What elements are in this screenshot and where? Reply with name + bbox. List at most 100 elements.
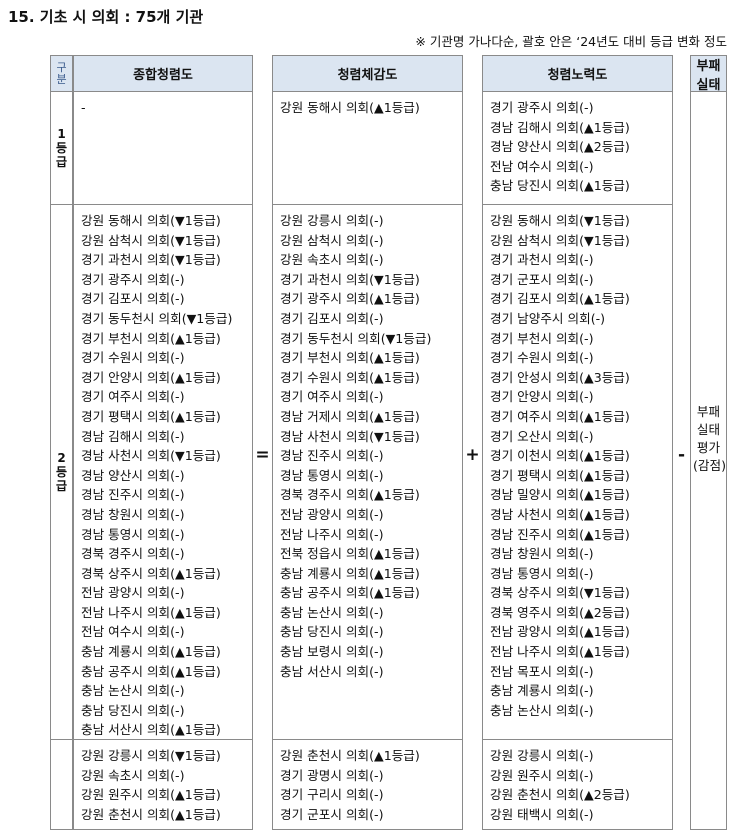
cell-item: 경기 김포시 의회(-) [81, 291, 185, 307]
cell-item: 충남 서산시 의회(-) [280, 663, 384, 679]
cell-item: 강원 삼척시 의회(▼1등급) [490, 232, 630, 248]
cell-item: 경기 부천시 의회(▲1등급) [81, 330, 221, 346]
cell-item: 경남 창원시 의회(-) [81, 506, 185, 522]
table-cell: 강원 동해시 의회(▼1등급) 강원 삼척시 의회(▼1등급) 경기 과천시 의회(… [482, 205, 673, 740]
cell-item: 충남 공주시 의회(▲1등급) [280, 585, 420, 601]
cell-item: 경기 김포시 의회(-) [280, 310, 384, 326]
cell-item: 경기 광명시 의회(-) [280, 767, 384, 783]
table-cell: 강원 강릉시 의회(-) 강원 삼척시 의회(-) 강원 속초시 의회(-) 경기 과… [272, 205, 463, 740]
cell-item: 전남 광양시 의회(-) [81, 585, 185, 601]
cell-item: 강원 동해시 의회(▼1등급) [490, 213, 630, 228]
cell-item: 경기 광주시 의회(▲1등급) [280, 291, 420, 307]
cell-item: 충남 논산시 의회(-) [81, 683, 185, 699]
column-header: 구분 [50, 55, 73, 92]
column-header: 청렴노력도 [482, 55, 673, 92]
cell-item: 강원 강릉시 의회(-) [490, 748, 594, 763]
cell-item: 강원 동해시 의회(▼1등급) [81, 213, 221, 228]
cell-item: 강원 삼척시 의회(▼1등급) [81, 232, 221, 248]
cell-item: 경남 통영시 의회(-) [280, 467, 384, 483]
cell-item: 경기 수원시 의회(▲1등급) [280, 369, 420, 385]
cell-item: 경기 군포시 의회(-) [280, 806, 384, 822]
cell-item: 경남 진주시 의회(▲1등급) [490, 526, 630, 542]
cell-item: 경남 양산시 의회(▲2등급) [490, 139, 630, 155]
cell-item: 경기 동두천시 의회(▼1등급) [280, 330, 432, 346]
cell-item: 경남 진주시 의회(-) [280, 448, 384, 464]
cell-item: 전북 정읍시 의회(▲1등급) [280, 546, 420, 562]
cell-item: 전남 나주시 의회(▲1등급) [81, 604, 221, 620]
cell-item: 경북 경주시 의회(▲1등급) [280, 487, 420, 503]
grade-cell [50, 740, 73, 830]
grade-label: 1등급 [55, 127, 68, 169]
cell-item: 전남 여수시 의회(-) [81, 624, 185, 640]
page: {"header": {"title": "15. 기초 시 의회 : 75개 … [8, 8, 727, 830]
cell-item: 강원 강릉시 의회(▼1등급) [81, 748, 221, 763]
cell-item: 전남 나주시 의회(▲1등급) [490, 644, 630, 660]
operator: - [677, 444, 686, 465]
corruption-column: 부패 실태 평가 (감점) [690, 92, 727, 830]
cell-item: 강원 춘천시 의회(▲2등급) [490, 787, 630, 803]
cell-item: 경기 부천시 의회(▲1등급) [280, 350, 420, 366]
cell-item: 충남 보령시 의회(-) [280, 644, 384, 660]
cell-item: 경기 부천시 의회(-) [490, 330, 594, 346]
table-cell: 경기 광주시 의회(-) 경남 김해시 의회(▲1등급) 경남 양산시 의회(▲2등… [482, 92, 673, 205]
cell-item: 강원 태백시 의회(-) [490, 806, 594, 822]
cell-item: 충남 계룡시 의회(▲1등급) [81, 644, 221, 660]
cell-item: 경기 과천시 의회(-) [490, 252, 594, 268]
cell-item: 경기 과천시 의회(▼1등급) [280, 271, 420, 287]
operator: = [255, 444, 270, 465]
cell-item: 경기 평택시 의회(▲1등급) [81, 408, 221, 424]
cell-item: 강원 원주시 의회(-) [490, 767, 594, 783]
cell-item: 경기 광주시 의회(-) [490, 100, 594, 115]
table-cell: 강원 강릉시 의회(▼1등급) 강원 속초시 의회(-) 강원 원주시 의회(▲1등… [73, 740, 253, 830]
cell-item: 경기 군포시 의회(-) [490, 271, 594, 287]
cell-item: 충남 서산시 의회(▲1등급) [81, 722, 221, 738]
cell-item: 경남 사천시 의회(▼1등급) [280, 428, 420, 444]
cell-item: 충남 논산시 의회(-) [280, 604, 384, 620]
corruption-note: 부패 실태 평가 (감점) [693, 404, 726, 473]
cell-item: 경남 거제시 의회(▲1등급) [280, 408, 420, 424]
column-header: 청렴체감도 [272, 55, 463, 92]
cell-item: 강원 동해시 의회(▲1등급) [280, 100, 420, 115]
cell-item: 전남 나주시 의회(-) [280, 526, 384, 542]
cell-item: 강원 속초시 의회(-) [280, 252, 384, 268]
cell-item: 강원 춘천시 의회(▲1등급) [81, 806, 221, 822]
cell-item: 경남 통영시 의회(-) [81, 526, 185, 542]
operator: + [465, 444, 480, 465]
cell-item: 강원 강릉시 의회(-) [280, 213, 384, 228]
cell-item: 충남 논산시 의회(-) [490, 702, 594, 718]
cell-item: 경기 여주시 의회(-) [81, 389, 185, 405]
cell-item: 경북 상주시 의회(▲1등급) [81, 565, 221, 581]
cell-item: 경남 사천시 의회(▼1등급) [81, 448, 221, 464]
cell-item: 충남 계룡시 의회(-) [490, 683, 594, 699]
grade-label: 2등급 [55, 451, 68, 493]
cell-item: 전남 목포시 의회(-) [490, 663, 594, 679]
title: 15. 기초 시 의회 : 75개 기관 [8, 8, 204, 26]
cell-item: 경기 평택시 의회(▲1등급) [490, 467, 630, 483]
cell-item: 경기 여주시 의회(▲1등급) [490, 408, 630, 424]
cell-item: 강원 속초시 의회(-) [81, 767, 185, 783]
cell-item: 경기 안양시 의회(▲1등급) [81, 369, 221, 385]
cell-item: 충남 계룡시 의회(▲1등급) [280, 565, 420, 581]
note: ※ 기관명 가나다순, 괄호 안은 ‘24년도 대비 등급 변화 정도 [415, 34, 727, 49]
cell-item: 경남 창원시 의회(-) [490, 546, 594, 562]
cell-item: 경기 오산시 의회(-) [490, 428, 594, 444]
column-header: 부패 실태 [690, 55, 727, 93]
cell-item: 경남 사천시 의회(▲1등급) [490, 506, 630, 522]
cell-item: 경기 구리시 의회(-) [280, 787, 384, 803]
cell-item: 경기 남양주시 의회(-) [490, 310, 606, 326]
cell-item: 경기 과천시 의회(▼1등급) [81, 252, 221, 268]
cell-item: 경남 통영시 의회(-) [490, 565, 594, 581]
cell-item: 경기 안양시 의회(-) [490, 389, 594, 405]
cell-item: 경남 양산시 의회(-) [81, 467, 185, 483]
cell-item: 경기 광주시 의회(-) [81, 271, 185, 287]
cell-item: 충남 당진시 의회(-) [81, 702, 185, 718]
column-header: 종합청렴도 [73, 55, 253, 92]
cell-item: 경기 동두천시 의회(▼1등급) [81, 310, 233, 326]
table-cell: - [73, 92, 253, 205]
cell-item: - [81, 100, 86, 115]
cell-item: 경기 수원시 의회(-) [490, 350, 594, 366]
cell-item: 경기 수원시 의회(-) [81, 350, 185, 366]
cell-item: 전남 광양시 의회(-) [280, 506, 384, 522]
grade-cell: 2등급 [50, 205, 73, 740]
cell-item: 경남 진주시 의회(-) [81, 487, 185, 503]
